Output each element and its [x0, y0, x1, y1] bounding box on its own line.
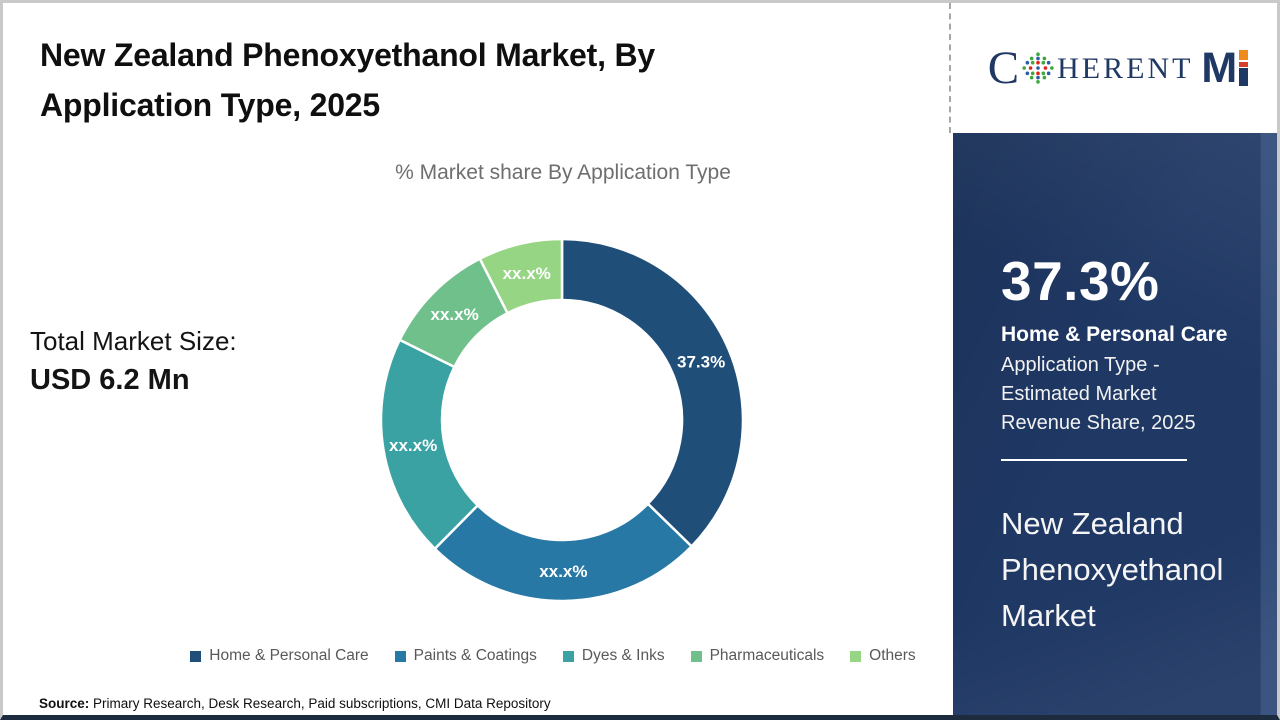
coherentmi-logo: C HERENT M: [987, 41, 1249, 94]
total-market-block: Total Market Size: USD 6.2 Mn: [30, 326, 237, 397]
legend-item-2: Dyes & Inks: [562, 647, 665, 665]
legend-label-3: Pharmaceuticals: [709, 647, 825, 664]
legend-swatch-4: [850, 650, 862, 662]
logo-i-red-segment: [1239, 61, 1249, 67]
legend-item-1: Paints & Coatings: [394, 647, 537, 665]
total-market-value: USD 6.2 Mn: [30, 364, 190, 396]
logo-box: C HERENT M: [953, 3, 1277, 133]
donut-chart: 37.3% xx.x% xx.x% xx.x% xx.x%: [372, 230, 752, 610]
logo-letter-m: M: [1201, 43, 1237, 92]
panel-market-name: New Zealand Phenoxyethanol Market: [1001, 506, 1224, 633]
logo-letter-i: [1239, 50, 1249, 86]
legend-item-4: Others: [850, 647, 916, 665]
stat-title: Home & Personal Care: [1001, 322, 1228, 346]
legend-label-2: Dyes & Inks: [581, 647, 665, 664]
page-title: New Zealand Phenoxyethanol Market, By Ap…: [40, 37, 655, 123]
legend-label-4: Others: [869, 647, 916, 664]
dotted-globe-icon: [1022, 52, 1054, 84]
chart-legend: Home & Personal Care Paints & Coatings Dye…: [143, 647, 963, 665]
slice-label-1: xx.x%: [539, 562, 587, 581]
slice-label-2: xx.x%: [389, 436, 437, 455]
donut-segment-1: [433, 502, 694, 603]
source-text: Primary Research, Desk Research, Paid su…: [89, 696, 551, 711]
donut-segment-0: [560, 237, 745, 549]
stat-description: Application Type - Estimated Market Reve…: [1001, 353, 1196, 435]
donut-segment-4: [478, 237, 564, 315]
logo-letters-herent: HERENT: [1057, 52, 1194, 85]
slice-label-0: 37.3%: [677, 352, 725, 371]
legend-swatch-1: [394, 650, 406, 662]
legend-item-3: Pharmaceuticals: [690, 647, 825, 665]
legend-label-0: Home & Personal Care: [209, 647, 369, 664]
logo-letter-c: C: [987, 41, 1020, 94]
slice-label-3: xx.x%: [430, 305, 478, 324]
slice-label-4: xx.x%: [503, 264, 551, 283]
logo-i-orange-segment: [1239, 50, 1249, 60]
side-panel: 37.3% Home & Personal Care Application T…: [953, 133, 1277, 715]
logo-i-navy-segment: [1239, 68, 1249, 86]
legend-swatch-3: [690, 650, 702, 662]
legend-swatch-2: [562, 650, 574, 662]
legend-label-1: Paints & Coatings: [413, 647, 537, 664]
total-market-label: Total Market Size:: [30, 326, 237, 356]
legend-swatch-0: [190, 650, 202, 662]
dashed-divider: [949, 3, 951, 133]
panel-rule: [1001, 459, 1187, 462]
chart-subtitle: % Market share By Application Type: [395, 161, 731, 184]
stat-value: 37.3%: [1001, 250, 1160, 312]
donut-chart-svg: 37.3% xx.x% xx.x% xx.x% xx.x%: [379, 237, 745, 603]
source-label: Source:: [39, 696, 90, 711]
source-line: Source: Primary Research, Desk Research,…: [39, 696, 551, 711]
legend-item-0: Home & Personal Care: [190, 647, 369, 665]
